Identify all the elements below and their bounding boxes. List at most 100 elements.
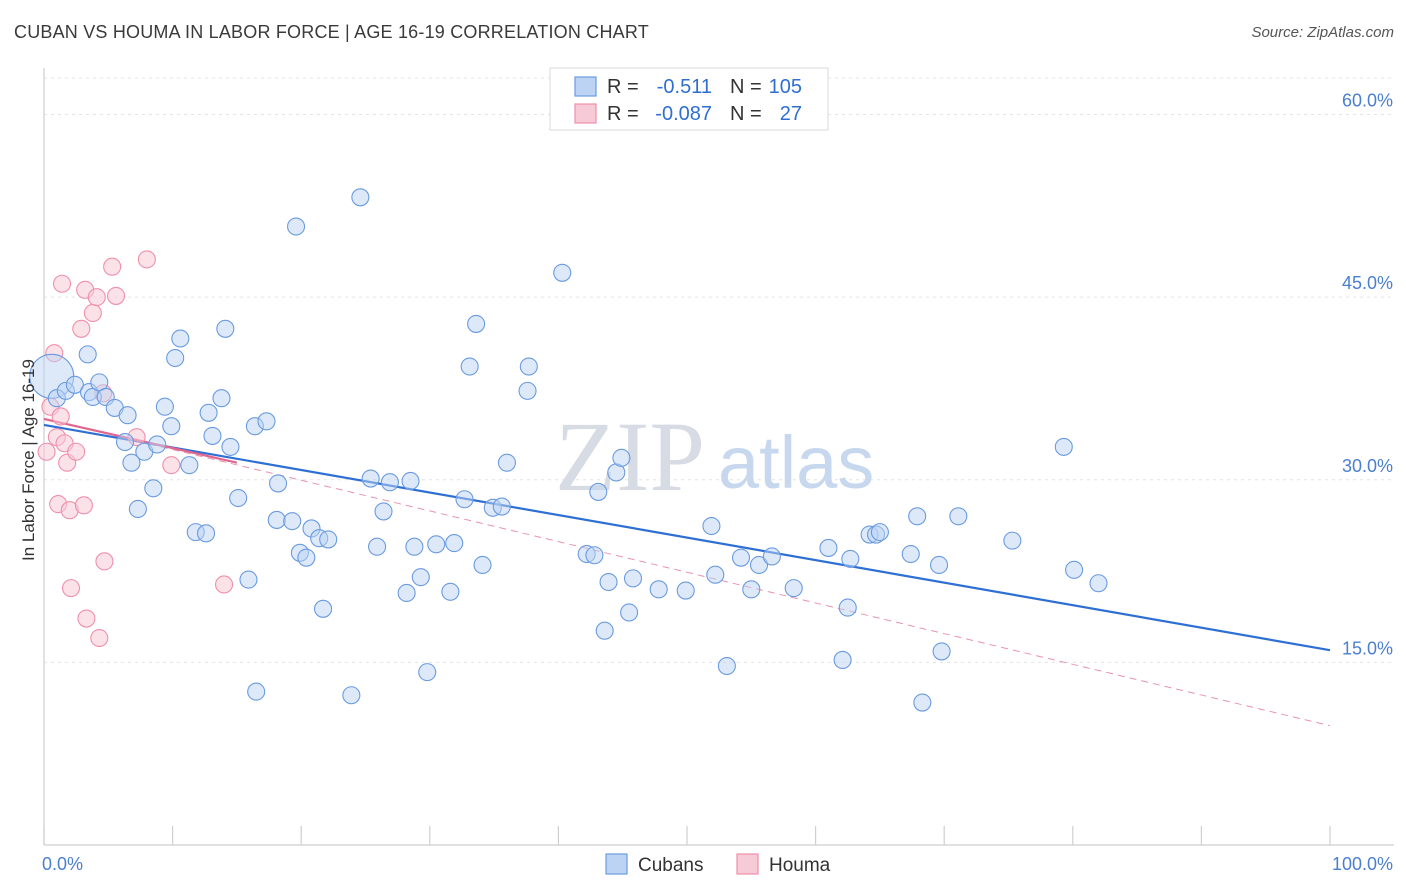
point-cubans	[397, 583, 416, 603]
point-cubans	[749, 555, 769, 575]
point-cubans	[497, 453, 517, 472]
point-cubans	[492, 497, 511, 516]
y-tick-label: 45.0%	[1342, 273, 1393, 293]
trend-line-houma-extended	[43, 418, 1331, 727]
point-houma	[51, 407, 70, 426]
stats-r-label-houma: R =	[607, 103, 639, 125]
point-houma	[83, 303, 102, 323]
stats-swatch-cubans	[574, 76, 597, 97]
point-cubans	[401, 471, 420, 491]
point-cubans	[870, 523, 889, 542]
stats-n-cubans: 105	[769, 76, 802, 98]
point-cubans	[784, 579, 803, 598]
point-cubans	[1003, 531, 1022, 550]
point-cubans	[1054, 437, 1073, 456]
point-cubans	[212, 389, 231, 408]
tick-labels: 15.0% 30.0% 45.0% 60.0% 0.0% 100.0%	[42, 91, 1393, 874]
point-cubans	[144, 479, 163, 498]
stats-box: R = -0.511 N = 105 R = -0.087 N = 27	[549, 67, 829, 131]
legend-swatch-cubans	[605, 853, 628, 875]
point-cubans	[467, 314, 486, 333]
point-cubans	[351, 188, 370, 207]
chart-source: Source: ZipAtlas.com	[1251, 24, 1394, 41]
point-houma	[61, 579, 81, 598]
point-cubans	[180, 456, 199, 475]
point-cubans	[702, 516, 721, 536]
point-cubans	[411, 568, 430, 587]
point-cubans	[731, 548, 751, 567]
point-cubans	[78, 345, 97, 364]
point-cubans	[585, 546, 604, 565]
point-cubans	[239, 570, 258, 589]
point-cubans	[196, 524, 216, 543]
point-houma	[137, 250, 156, 269]
point-houma	[214, 575, 234, 594]
x-tick-label: 0.0%	[42, 854, 83, 874]
point-houma	[52, 274, 72, 293]
point-cubans	[717, 656, 736, 676]
point-cubans	[742, 580, 761, 599]
point-cubans	[171, 329, 190, 348]
stats-swatch-houma	[574, 103, 597, 124]
point-cubans	[342, 686, 361, 705]
watermark: ZIP atlas	[555, 401, 874, 512]
point-cubans	[841, 549, 860, 568]
stats-r-houma: -0.087	[655, 103, 712, 125]
point-cubans	[155, 397, 174, 416]
point-cubans	[838, 598, 857, 617]
watermark-atlas: atlas	[718, 421, 874, 504]
legend-label-cubans: Cubans	[638, 855, 704, 876]
point-cubans	[380, 473, 399, 492]
chart-title: CUBAN VS HOUMA IN LABOR FORCE | AGE 16-1…	[14, 22, 649, 42]
y-tick-label: 15.0%	[1342, 638, 1393, 658]
point-cubans	[519, 357, 538, 376]
stats-n-label-houma: N =	[730, 103, 762, 125]
point-cubans	[1065, 560, 1084, 579]
point-cubans	[445, 534, 464, 553]
point-cubans	[455, 490, 474, 509]
y-tick-label: 30.0%	[1342, 456, 1393, 476]
point-cubans	[287, 217, 306, 236]
point-cubans	[122, 453, 141, 472]
point-cubans	[269, 474, 288, 493]
trend-line-cubans	[43, 423, 1331, 652]
x-tick-label: 100.0%	[1332, 854, 1393, 874]
point-cubans	[706, 565, 725, 584]
point-cubans	[589, 482, 608, 501]
point-cubans	[595, 621, 614, 640]
y-axis-title: In Labor Force | Age 16-19	[19, 359, 38, 561]
point-houma	[74, 496, 93, 515]
y-tick-label: 60.0%	[1342, 91, 1393, 111]
point-cubans	[319, 530, 338, 549]
stats-n-label-cubans: N =	[730, 76, 762, 98]
point-cubans	[247, 682, 266, 701]
point-houma	[162, 456, 181, 475]
point-cubans	[518, 381, 537, 400]
point-cubans	[473, 555, 492, 575]
point-cubans	[620, 603, 639, 622]
point-cubans	[418, 663, 437, 682]
point-cubans	[949, 507, 968, 526]
point-cubans	[361, 469, 380, 488]
data-points	[29, 188, 1108, 712]
point-cubans	[148, 435, 167, 454]
stats-r-cubans: -0.511	[657, 76, 712, 98]
point-cubans	[297, 548, 316, 567]
point-cubans	[913, 693, 932, 712]
point-cubans	[221, 437, 240, 456]
point-cubans	[374, 502, 393, 521]
point-cubans	[118, 406, 137, 425]
point-cubans	[553, 263, 572, 282]
point-cubans	[932, 642, 951, 661]
point-cubans	[819, 538, 838, 557]
point-cubans	[623, 569, 643, 588]
point-cubans	[162, 417, 181, 436]
legend-label-houma: Houma	[769, 855, 831, 876]
point-cubans	[908, 507, 927, 526]
point-cubans	[203, 426, 222, 445]
point-houma	[67, 442, 86, 461]
point-cubans	[901, 544, 920, 564]
point-cubans	[1089, 574, 1108, 593]
stats-r-label-cubans: R =	[607, 76, 639, 98]
